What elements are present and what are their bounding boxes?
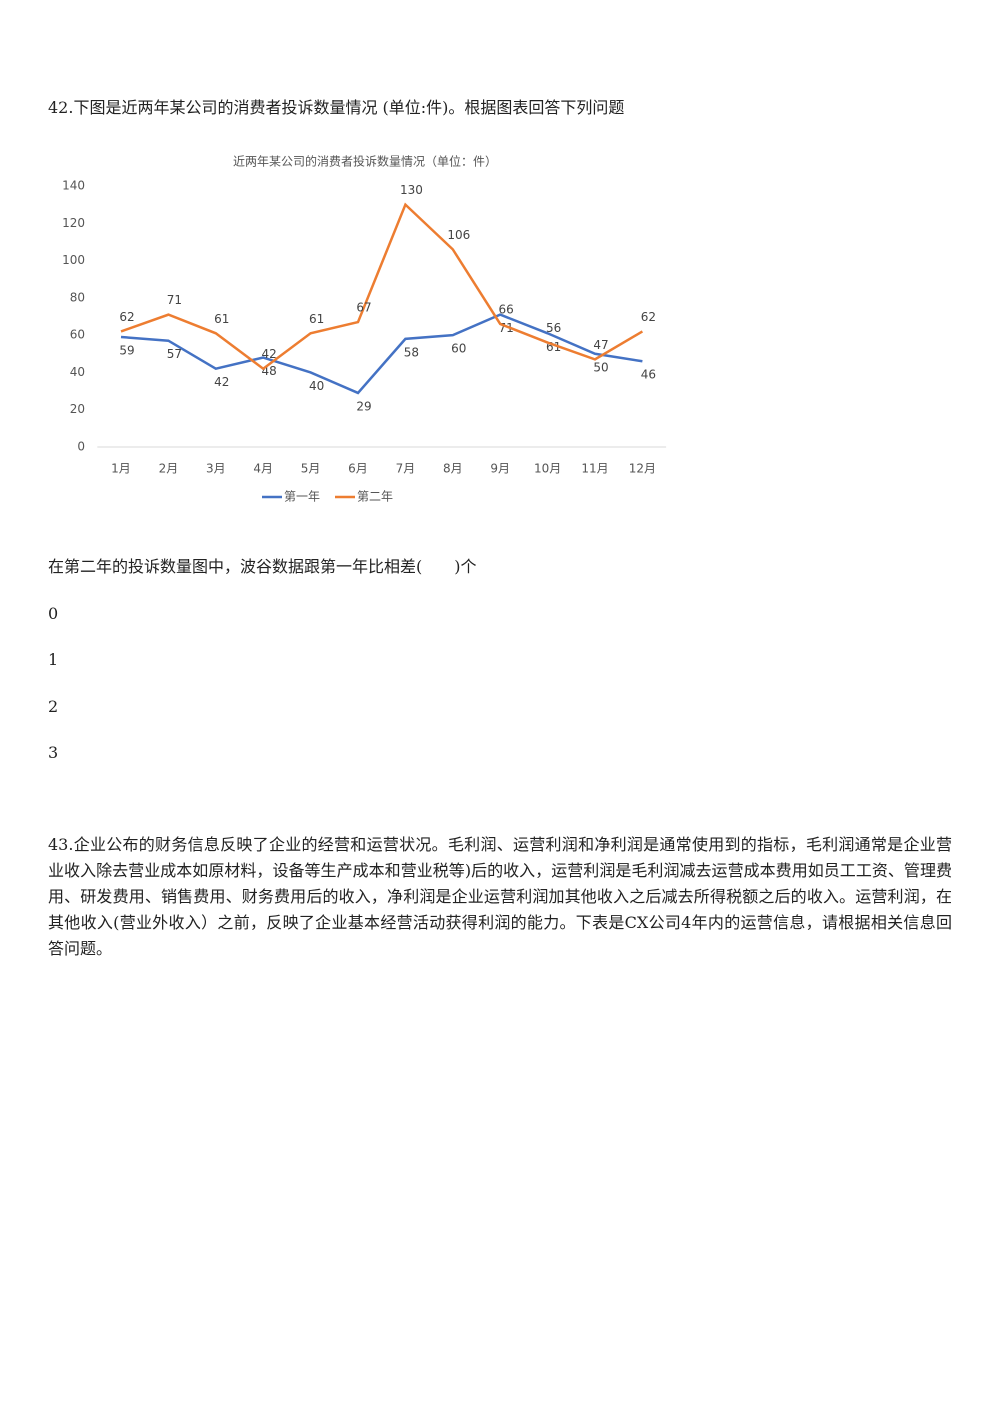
question-prompt: 在第二年的投诉数量图中，波谷数据跟第一年比相差( )个 — [48, 557, 477, 576]
chart: 近两年某公司的消费者投诉数量情况（单位：件） 0 20 40 60 80 100 120 14… — [62, 154, 667, 504]
y-tick-label: 100 — [62, 253, 85, 267]
data-label: 57 — [167, 347, 182, 361]
y-tick-label: 140 — [62, 179, 85, 193]
data-label: 40 — [309, 379, 324, 393]
data-label: 61 — [309, 312, 324, 326]
data-label: 56 — [546, 321, 561, 335]
legend-label: 第二年 — [357, 490, 393, 504]
x-tick-label: 2月 — [159, 462, 179, 476]
x-tick-label: 9月 — [490, 462, 510, 476]
data-label: 62 — [119, 310, 134, 324]
x-tick-label: 6月 — [348, 462, 368, 476]
x-tick-label: 7月 — [396, 462, 416, 476]
x-tick-label: 10月 — [534, 462, 561, 476]
data-label: 71 — [167, 293, 182, 307]
x-tick-label: 5月 — [301, 462, 321, 476]
data-label: 42 — [214, 375, 229, 389]
data-label: 130 — [400, 183, 423, 197]
data-label: 48 — [262, 364, 277, 378]
y-tick-label: 80 — [70, 290, 85, 304]
data-label: 29 — [356, 399, 371, 413]
option[interactable]: 1 — [48, 650, 59, 669]
data-label: 62 — [641, 310, 656, 324]
question-42: 42.下图是近两年某公司的消费者投诉数量情况 (单位:件)。根据图表回答下列问题 — [48, 98, 625, 117]
data-label: 50 — [593, 360, 608, 374]
x-tick-label: 12月 — [629, 462, 656, 476]
y-tick-label: 60 — [70, 328, 85, 342]
data-label: 58 — [404, 345, 419, 359]
x-tick-label: 3月 — [206, 462, 226, 476]
y-tick-label: 0 — [77, 440, 85, 454]
data-label: 59 — [119, 344, 134, 358]
y-tick-label: 20 — [70, 402, 85, 416]
data-label: 46 — [641, 368, 656, 382]
x-tick-label: 1月 — [111, 462, 131, 476]
series-line — [120, 202, 644, 371]
option[interactable]: 0 — [48, 604, 59, 623]
option[interactable]: 3 — [48, 743, 59, 762]
option[interactable]: 2 — [48, 697, 59, 716]
y-tick-label: 120 — [62, 216, 85, 230]
x-tick-label: 8月 — [443, 462, 463, 476]
series-line — [120, 313, 643, 395]
chart-title: 近两年某公司的消费者投诉数量情况（单位：件） — [233, 154, 497, 169]
data-label: 67 — [356, 301, 371, 315]
legend-label: 第一年 — [284, 490, 320, 504]
data-label: 47 — [593, 338, 608, 352]
x-tick-label: 11月 — [581, 462, 608, 476]
data-label: 42 — [262, 347, 277, 361]
data-label: 66 — [499, 302, 514, 316]
y-tick-label: 40 — [70, 365, 85, 379]
data-label: 106 — [447, 228, 470, 242]
data-label: 61 — [214, 312, 229, 326]
data-label: 60 — [451, 342, 466, 356]
question-43: 43.企业公布的财务信息反映了企业的经营和运营状况。毛利润、运营利润和净利润是通… — [48, 835, 952, 958]
x-tick-label: 4月 — [253, 462, 273, 476]
